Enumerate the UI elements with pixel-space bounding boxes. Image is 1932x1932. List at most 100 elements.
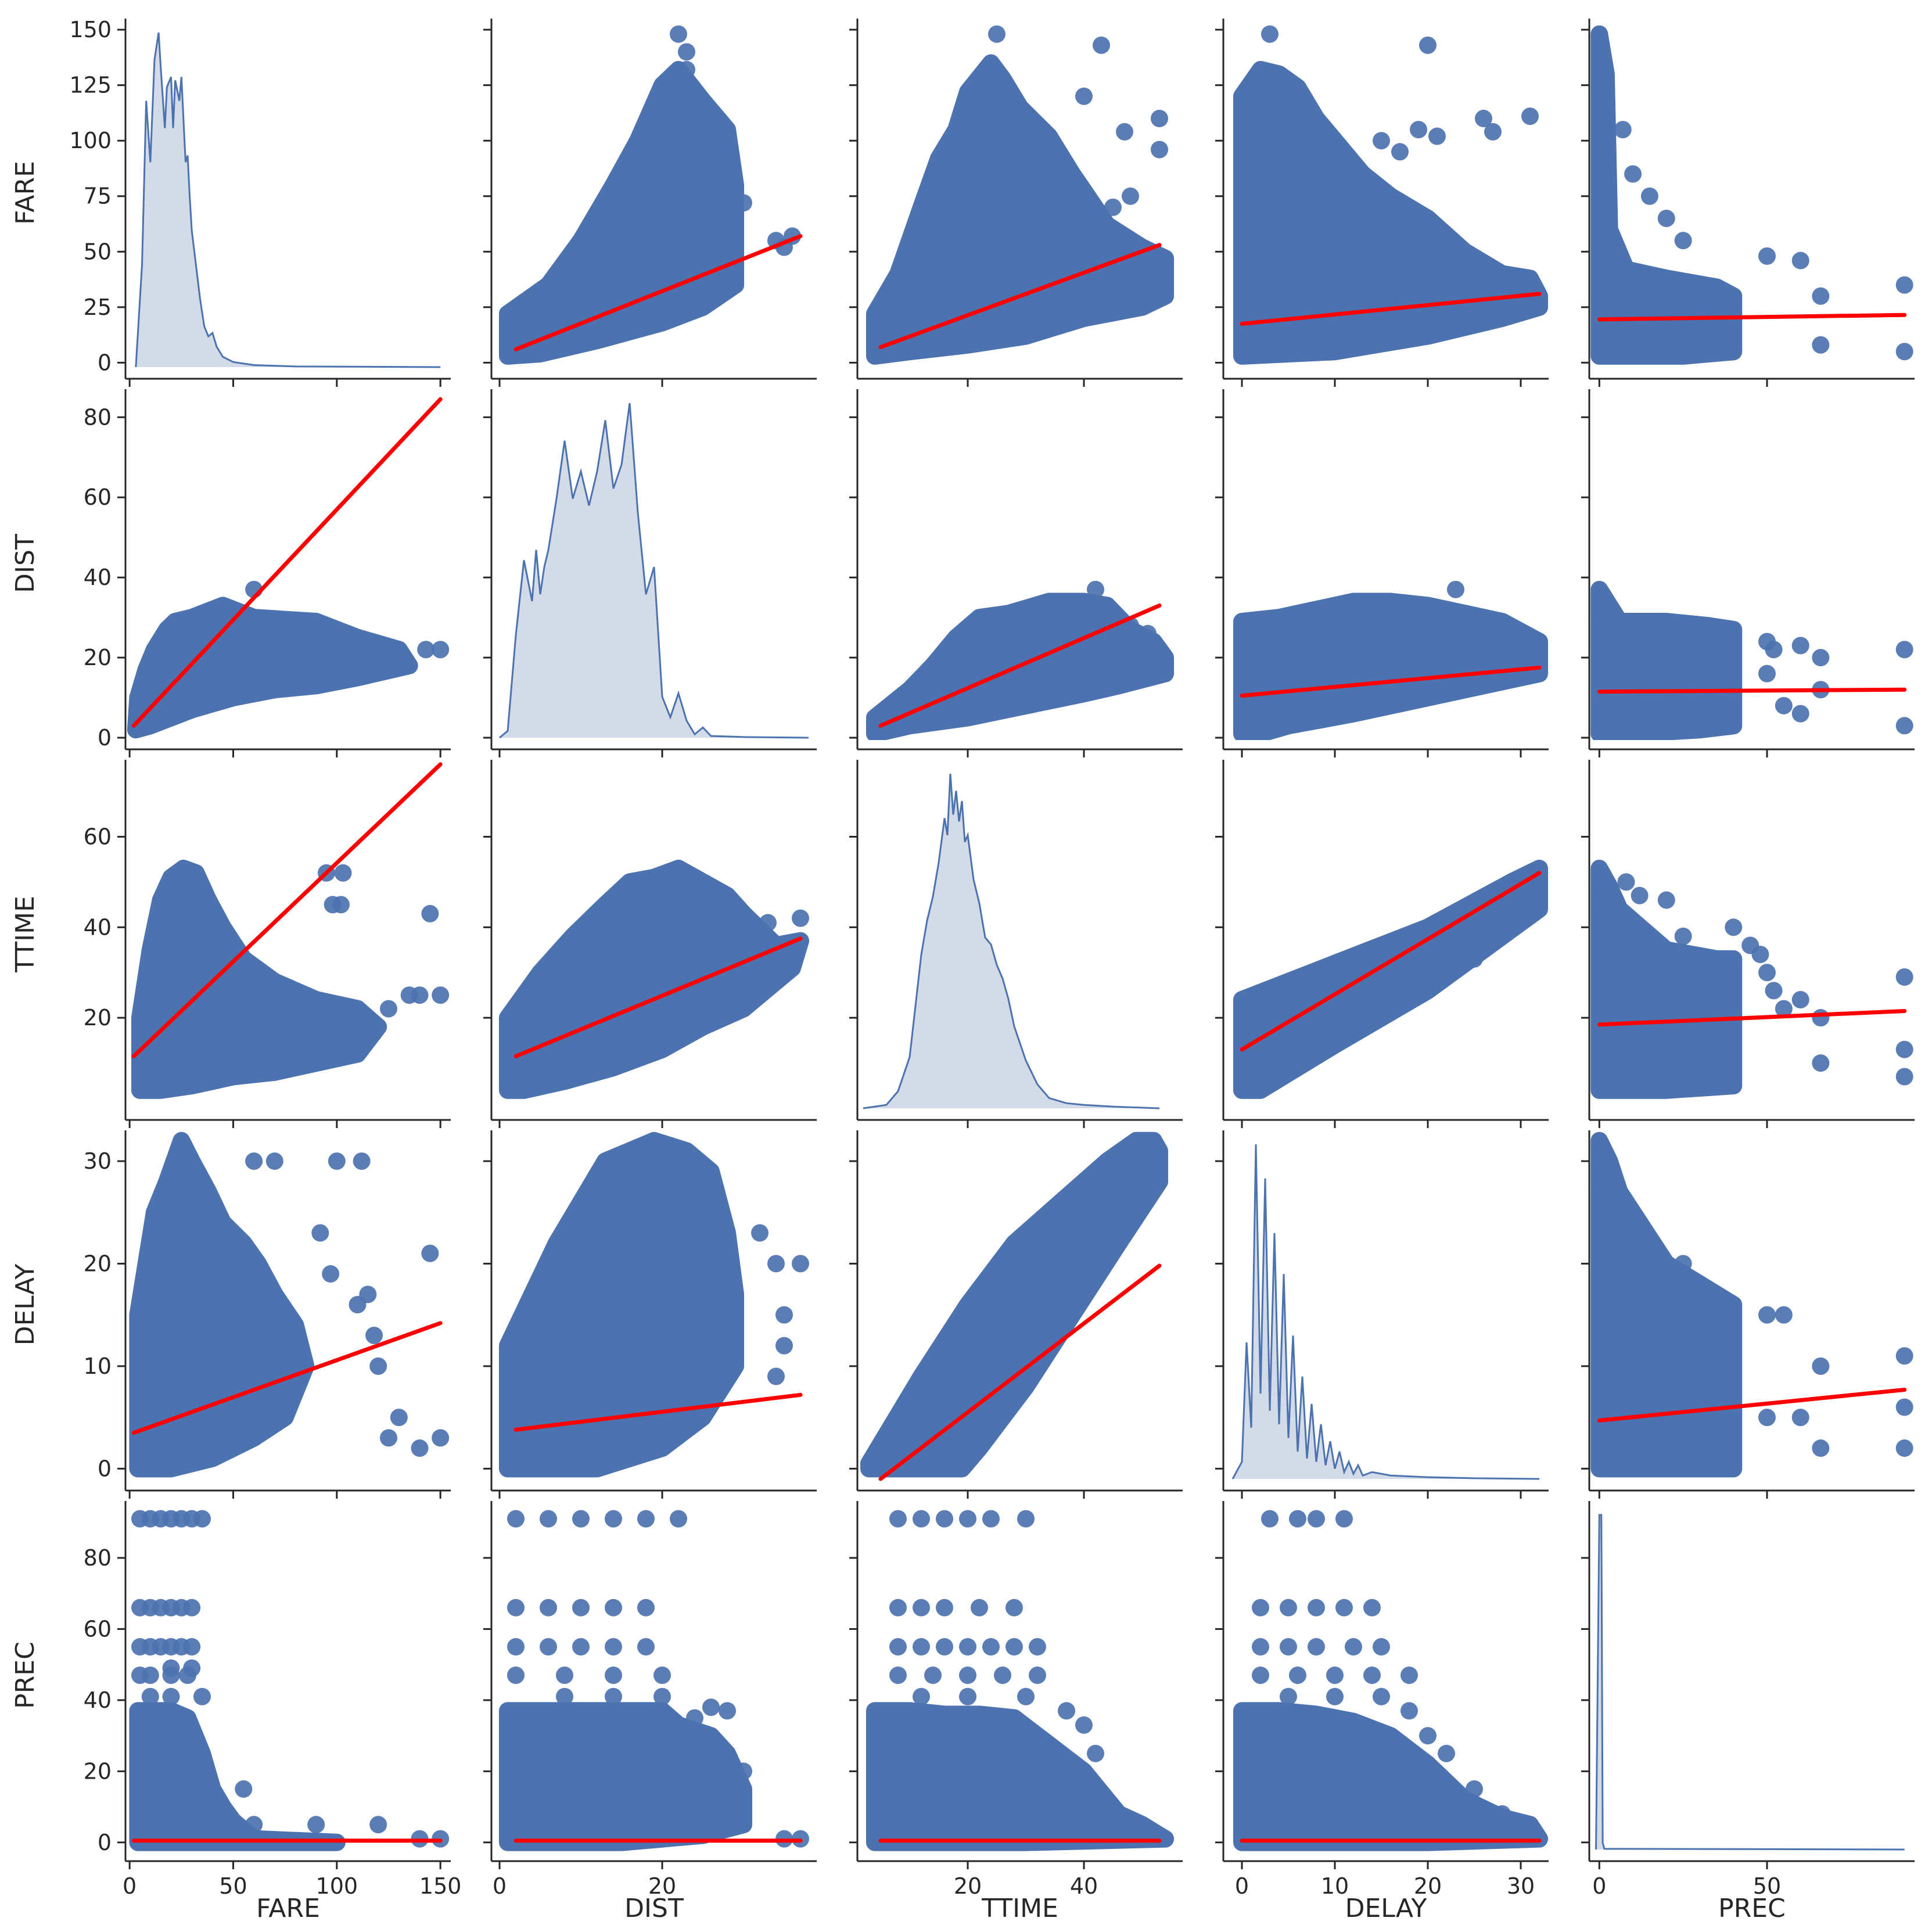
panel-content [499,1132,809,1478]
scatter-point [1363,1667,1381,1684]
scatter-point [971,1599,988,1617]
scatter-point [1058,1702,1075,1720]
y-tick-label: 20 [84,1005,112,1030]
scatter-point [735,194,752,212]
scatter-density-cloud [866,54,1174,365]
scatter-point [183,1659,201,1677]
panel-ttime-vs-dist [483,760,817,1128]
panel-content [1590,860,1913,1099]
x-tick-label: 10 [1321,1873,1349,1899]
scatter-point [1657,891,1675,909]
y-tick-label: 125 [69,73,112,98]
scatter-density-cloud [1233,592,1548,740]
y-axis-title-ttime: TTIME [10,896,40,973]
y-tick-label: 60 [84,1616,112,1642]
y-tick-label: 0 [98,1830,112,1855]
regression-line [131,1321,443,1435]
scatter-point [235,1780,253,1798]
x-tick-label: 0 [123,1873,137,1899]
regression-line [1240,665,1542,698]
panel-content [129,1510,450,1851]
scatter-point [1308,1510,1325,1528]
scatter-point [379,1000,397,1018]
x-tick-label: 50 [219,1873,247,1899]
scatter-point [507,1638,525,1656]
scatter-point [1280,1638,1297,1656]
y-tick-label: 50 [84,239,112,264]
panel-delay-vs-delay [1215,1130,1549,1499]
scatter-point [1895,1439,1913,1457]
scatter-point [982,1638,1000,1656]
scatter-point [1116,123,1133,141]
scatter-point [1895,276,1913,294]
panel-fare-vs-ttime [849,19,1183,387]
panel-content [1233,860,1548,1099]
y-axis-titles: FARE DIST TTIME DELAY PREC [10,161,40,1709]
scatter-point [572,1510,590,1528]
scatter-density-cloud [1590,25,1743,365]
scatter-point [390,1409,408,1427]
panel-content [1233,25,1548,365]
scatter-point [767,1255,785,1273]
scatter-point [678,60,695,78]
y-tick-label: 40 [84,565,112,590]
scatter-point [913,1638,930,1656]
panel-content [135,32,441,368]
scatter-point [1812,1054,1830,1072]
scatter-point [556,1667,573,1684]
x-tick-label: 0 [493,1873,507,1899]
scatter-point [936,1638,953,1656]
scatter-point [1261,1510,1279,1528]
scatter-point [1419,1727,1437,1745]
scatter-point [889,1667,907,1684]
panel-content [1595,1514,1905,1851]
scatter-point [792,909,809,927]
panel-content [127,397,450,739]
scatter-point [322,1265,340,1283]
panel-fare-vs-dist [483,19,817,387]
panel-content [866,580,1174,740]
scatter-point [775,1306,793,1324]
scatter-point [678,43,695,61]
panel-prec-vs-ttime: 20 40 [849,1501,1183,1899]
scatter-point [913,1599,930,1617]
panel-content [866,1510,1174,1851]
scatter-density-cloud [499,1132,744,1478]
scatter-point [1087,580,1104,598]
scatter-point [936,1599,953,1617]
scatter-point [507,1599,525,1617]
scatter-point [1447,580,1464,598]
scatter-point [605,1510,622,1528]
x-tick-label: 0 [1592,1873,1606,1899]
x-tick-label: 20 [954,1873,982,1899]
y-tick-label: 80 [84,1545,112,1571]
regression-line [1240,292,1542,326]
panel-content [499,860,809,1099]
scatter-point [1087,1744,1104,1762]
scatter-point [982,1510,1000,1528]
scatter-point [1075,1716,1093,1734]
scatter-point [1895,1398,1913,1416]
scatter-point [1005,1638,1023,1656]
scatter-point [1373,132,1390,150]
scatter-point [540,1510,557,1528]
regression-line [513,936,803,1058]
scatter-point [670,1510,687,1528]
scatter-point [1400,1702,1418,1720]
scatter-point [889,1510,907,1528]
scatter-point [359,1285,377,1303]
y-tick-label: 80 [84,404,112,430]
scatter-point [162,1687,180,1705]
scatter-point [1326,1667,1344,1684]
scatter-point [365,1326,383,1344]
panel-delay-vs-fare: 0 10 20 30 [84,1130,451,1499]
scatter-point [1345,1638,1362,1656]
scatter-point [1895,1347,1913,1365]
scatter-point [1631,886,1649,904]
scatter-point [1812,336,1830,354]
scatter-point [959,1510,976,1528]
scatter-point [1093,36,1110,54]
scatter-point [1484,123,1502,141]
panel-content [866,25,1174,365]
scatter-density-cloud [1233,60,1548,365]
